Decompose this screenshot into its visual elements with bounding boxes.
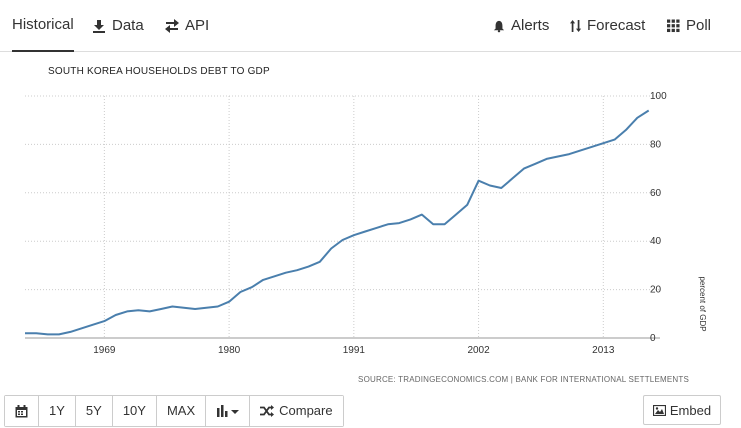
y-tick-label: 100 bbox=[650, 91, 667, 102]
calendar-icon bbox=[15, 404, 28, 417]
y-tick-label: 0 bbox=[650, 333, 656, 344]
y-tick-label: 60 bbox=[650, 188, 662, 199]
tab-historical[interactable]: Historical bbox=[12, 0, 74, 52]
exchange-icon bbox=[165, 19, 179, 33]
tab-forecast-label: Forecast bbox=[587, 17, 646, 34]
compare-button[interactable]: Compare bbox=[250, 396, 343, 426]
y-tick-label: 80 bbox=[650, 139, 662, 150]
top-nav: Historical Data API Alerts Fo bbox=[0, 0, 741, 52]
tab-forecast[interactable]: Forecast bbox=[570, 0, 645, 52]
x-tick-label: 1980 bbox=[218, 345, 241, 356]
tab-data[interactable]: Data bbox=[92, 0, 144, 52]
range-1y-button[interactable]: 1Y bbox=[39, 396, 76, 426]
compare-label: Compare bbox=[279, 403, 333, 418]
chart-gridlines bbox=[25, 95, 660, 339]
range-5y-button[interactable]: 5Y bbox=[75, 396, 113, 426]
embed-label: Embed bbox=[669, 402, 712, 418]
range-10y-button[interactable]: 10Y bbox=[112, 396, 157, 426]
chart-type-button[interactable] bbox=[206, 396, 251, 426]
tab-api-label: API bbox=[185, 17, 210, 34]
y-axis-ticks: 0 20 40 60 80 100 bbox=[650, 91, 667, 344]
grid-icon bbox=[667, 19, 680, 33]
calendar-button[interactable] bbox=[5, 396, 39, 426]
y-tick-label: 40 bbox=[650, 236, 662, 247]
download-icon bbox=[93, 20, 105, 33]
image-icon bbox=[652, 404, 666, 416]
x-tick-label: 2002 bbox=[467, 345, 490, 356]
bell-icon bbox=[493, 20, 505, 33]
range-toolbar: 1Y 5Y 10Y MAX Compare bbox=[4, 395, 344, 427]
tab-poll-label: Poll bbox=[686, 17, 712, 34]
tab-data-label: Data bbox=[112, 17, 144, 34]
range-max-button[interactable]: MAX bbox=[156, 396, 207, 426]
y-tick-label: 20 bbox=[650, 285, 662, 296]
tab-poll[interactable]: Poll bbox=[667, 0, 711, 52]
x-tick-label: 1969 bbox=[93, 345, 116, 356]
y-axis-label: percent of GDP bbox=[698, 276, 707, 331]
source-note: SOURCE: TRADINGECONOMICS.COM | BANK FOR … bbox=[358, 375, 689, 384]
embed-button[interactable]: Embed bbox=[643, 395, 721, 425]
sort-arrows-icon bbox=[570, 20, 582, 32]
tab-historical-label: Historical bbox=[12, 16, 74, 33]
x-axis-ticks: 1969 1980 1991 2002 2013 bbox=[93, 345, 615, 356]
tab-api[interactable]: API bbox=[165, 0, 209, 52]
shuffle-icon bbox=[260, 405, 275, 417]
line-chart: 0 20 40 60 80 100 1969 1980 1991 2002 2013 percen… bbox=[25, 91, 707, 356]
series-line bbox=[25, 109, 650, 336]
bar-chart-icon bbox=[216, 405, 239, 417]
x-tick-label: 1991 bbox=[343, 345, 366, 356]
x-tick-label: 2013 bbox=[592, 345, 615, 356]
tab-alerts[interactable]: Alerts bbox=[493, 0, 549, 52]
chart-title: SOUTH KOREA HOUSEHOLDS DEBT TO GDP bbox=[48, 66, 270, 77]
tab-alerts-label: Alerts bbox=[511, 17, 550, 34]
